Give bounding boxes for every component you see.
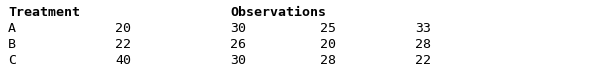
Text: 28: 28 — [415, 38, 431, 51]
Text: A: A — [8, 22, 16, 35]
Text: 30: 30 — [230, 22, 246, 35]
Text: C: C — [8, 54, 16, 67]
Text: 25: 25 — [320, 22, 336, 35]
Text: 40: 40 — [115, 54, 131, 67]
Text: 28: 28 — [320, 54, 336, 67]
Text: 20: 20 — [115, 22, 131, 35]
Text: 22: 22 — [115, 38, 131, 51]
Text: 33: 33 — [415, 22, 431, 35]
Text: 30: 30 — [230, 54, 246, 67]
Text: 22: 22 — [415, 54, 431, 67]
Text: B: B — [8, 38, 16, 51]
Text: Observations: Observations — [230, 6, 326, 19]
Text: 20: 20 — [320, 38, 336, 51]
Text: Treatment: Treatment — [8, 6, 80, 19]
Text: 26: 26 — [230, 38, 246, 51]
